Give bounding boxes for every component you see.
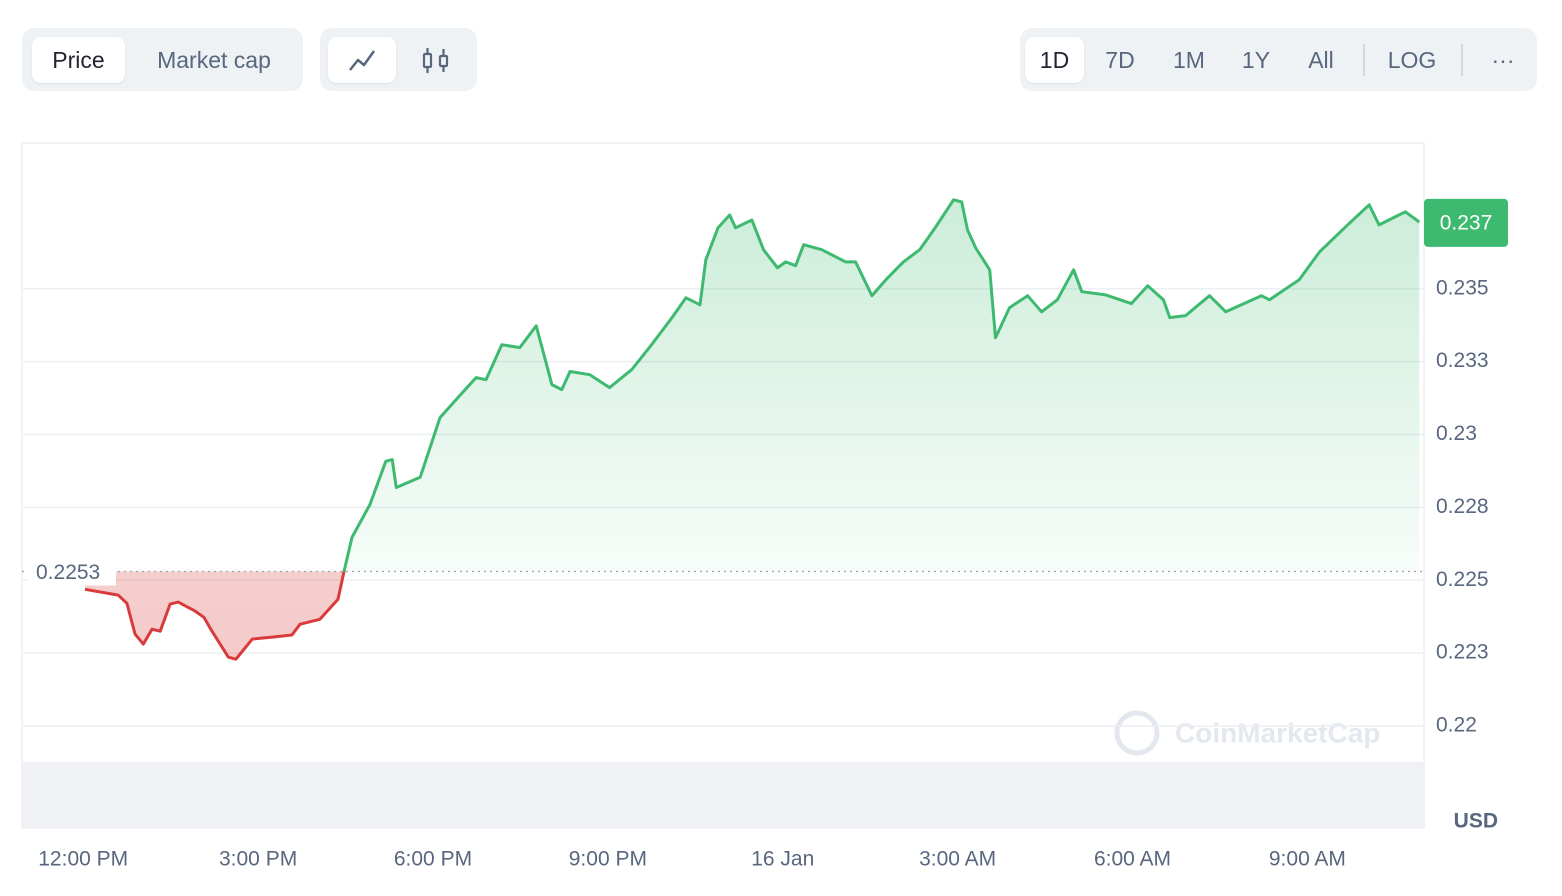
x-tick-label: 3:00 PM — [219, 848, 297, 871]
tab[interactable]: 1Y — [1241, 47, 1271, 73]
tab[interactable]: 1M — [1173, 47, 1205, 73]
icon — [349, 50, 376, 71]
y-tick-label: 0.22 — [1436, 714, 1477, 737]
currency-label: USD — [1454, 810, 1498, 833]
y-tick-label: 0.235 — [1436, 276, 1489, 299]
more[interactable]: ··· — [1491, 47, 1515, 73]
separator — [1461, 44, 1463, 76]
metric-tabs: Price Market cap — [22, 28, 303, 91]
y-tick-label: 0.228 — [1436, 495, 1489, 518]
tab[interactable]: 1D — [1025, 37, 1084, 83]
tab[interactable]: Market cap — [157, 47, 271, 73]
y-tick-label: 0.233 — [1436, 349, 1489, 372]
watermark: CoinMarketCap — [1114, 710, 1380, 756]
tab[interactable]: Price — [32, 37, 125, 83]
chart-type-tabs — [320, 28, 477, 91]
reference-label-bg — [28, 557, 116, 586]
x-tick-label: 16 Jan — [751, 848, 814, 871]
x-tick-label: 9:00 PM — [569, 848, 647, 871]
range-tabs: 1D 7D 1M 1Y All LOG ··· — [1020, 28, 1537, 91]
current-price-badge — [1424, 198, 1508, 247]
volume-band — [22, 762, 1424, 828]
x-tick-label: 3:00 AM — [919, 848, 996, 871]
y-tick-label: 0.225 — [1436, 568, 1489, 591]
x-tick-label: 6:00 AM — [1094, 848, 1171, 871]
icon — [422, 48, 449, 73]
tab[interactable]: LOG — [1387, 47, 1437, 73]
line-icon[interactable] — [328, 37, 396, 83]
price-line — [84, 198, 1421, 661]
watermark-text: CoinMarketCap — [1175, 717, 1380, 748]
tab[interactable]: 7D — [1105, 47, 1135, 73]
x-tick-label: 6:00 PM — [394, 848, 472, 871]
price-area — [85, 199, 1420, 660]
x-tick-label: 9:00 AM — [1269, 848, 1346, 871]
candle-icon[interactable] — [404, 37, 468, 83]
separator — [1363, 44, 1365, 76]
y-tick-label: 0.23 — [1436, 422, 1477, 445]
current-price-label: 0.237 — [1440, 211, 1493, 234]
y-tick-label: 0.223 — [1436, 641, 1489, 664]
x-tick-label: 12:00 PM — [38, 848, 128, 871]
reference-label: 0.2253 — [36, 561, 100, 584]
tab[interactable]: All — [1308, 47, 1334, 73]
